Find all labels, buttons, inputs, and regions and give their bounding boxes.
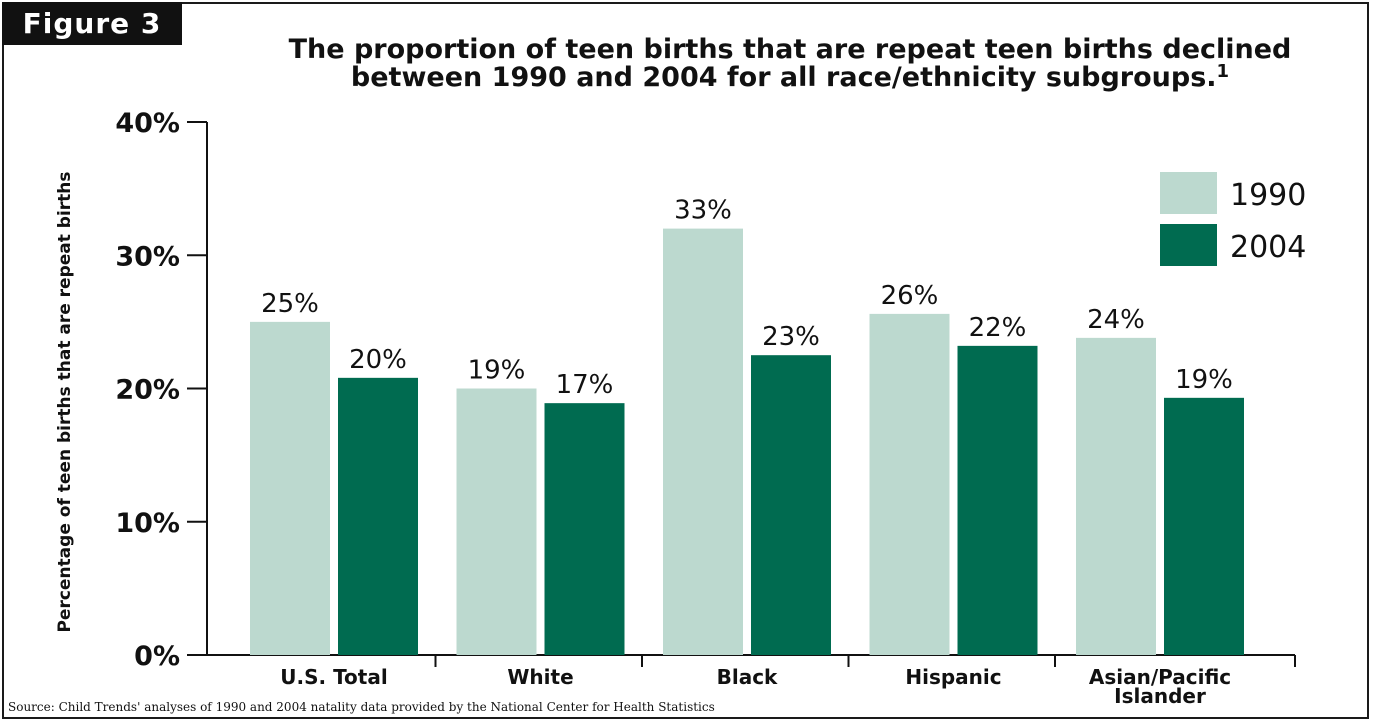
data-label: 17%: [556, 370, 614, 400]
y-axis-title: Percentage of teen births that are repea…: [55, 171, 75, 632]
bar-2004: [338, 377, 418, 655]
data-label: 20%: [349, 345, 407, 375]
bar-1990: [869, 313, 950, 655]
data-label: 23%: [762, 322, 820, 352]
chart-title: The proportion of teen births that are r…: [230, 36, 1350, 92]
legend-label: 2004: [1230, 230, 1306, 265]
legend-swatch-1990: [1160, 172, 1217, 214]
source-note: Source: Child Trends' analyses of 1990 a…: [8, 700, 715, 714]
bar-2004: [544, 403, 625, 655]
y-tick-label: 20%: [115, 375, 180, 406]
data-label: 22%: [969, 313, 1027, 343]
x-category-label: White: [507, 665, 573, 689]
bar-2004: [1164, 397, 1244, 655]
data-label: 24%: [1087, 305, 1145, 335]
title-footnote-marker: 1: [1216, 61, 1230, 82]
chart-labels: 25% 20% U.S. Total 19% 17% White 33% 23% Black 26…: [261, 196, 1233, 708]
y-tick-label: 40%: [115, 108, 180, 139]
x-category-label: U.S. Total: [280, 665, 387, 689]
y-tick-label: 30%: [115, 241, 180, 272]
chart-title-text: The proportion of teen births that are r…: [288, 34, 1292, 93]
bar-2004: [751, 355, 831, 655]
chart-bars: [250, 228, 1244, 655]
legend-label: 1990: [1230, 178, 1306, 213]
y-tick-label: 0%: [134, 641, 180, 672]
bar-1990: [663, 228, 743, 655]
figure-label: Figure 3: [2, 2, 182, 45]
x-category-label: Hispanic: [905, 665, 1001, 689]
legend-swatch-2004: [1160, 224, 1217, 266]
data-label: 19%: [468, 356, 526, 386]
x-category-label: Islander: [1114, 684, 1206, 708]
data-label: 25%: [261, 289, 319, 319]
x-category-label: Asian/Pacific: [1089, 665, 1231, 689]
y-tick-label: 10%: [115, 508, 180, 539]
bar-2004: [957, 345, 1038, 655]
data-label: 26%: [881, 281, 939, 311]
bar-1990: [250, 321, 330, 655]
x-category-label: Black: [717, 665, 778, 689]
bar-1990: [1076, 337, 1156, 655]
data-label: 19%: [1175, 365, 1233, 395]
chart-legend: 1990 2004: [1160, 172, 1306, 266]
data-label: 33%: [674, 196, 732, 226]
bar-1990: [456, 388, 537, 655]
